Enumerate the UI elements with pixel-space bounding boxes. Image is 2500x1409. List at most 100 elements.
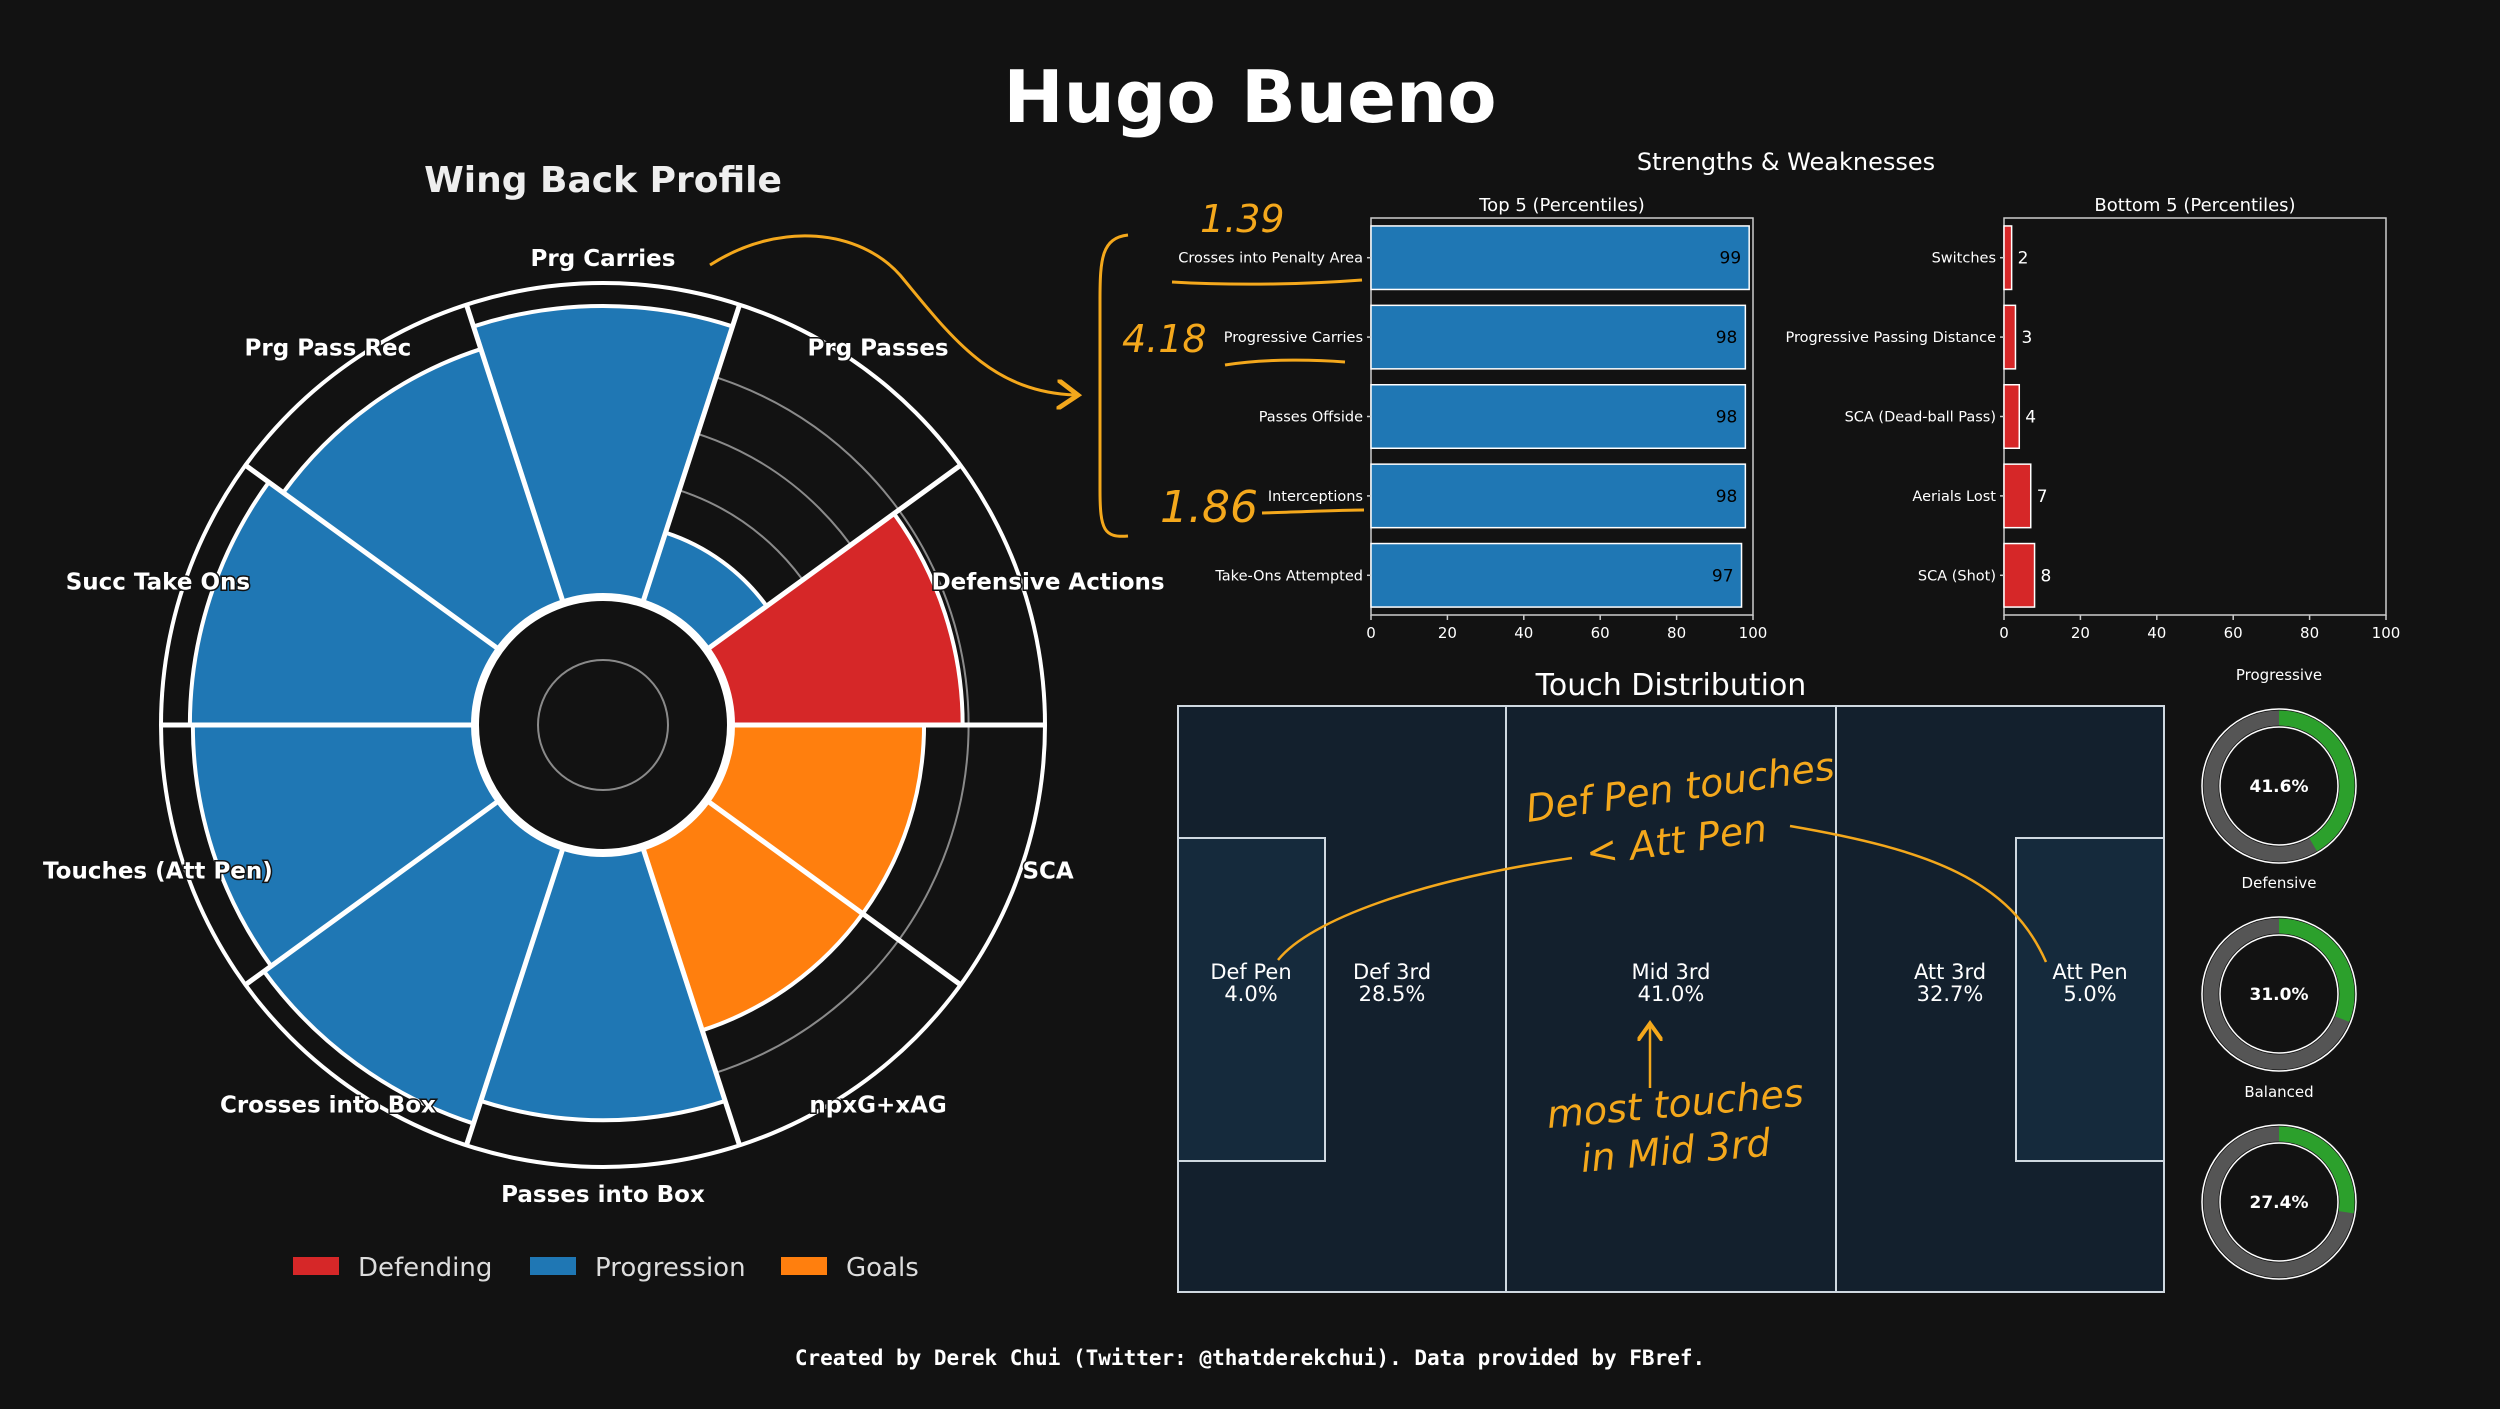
donut-fill bbox=[2203, 918, 2355, 1070]
bar-value-label: 99 bbox=[1720, 249, 1742, 269]
radar-chart: Prg Carries Prg Passes Defensive Actions SC… bbox=[42, 245, 1167, 1210]
radar-center-ring bbox=[537, 659, 669, 791]
x-tick-label: 40 bbox=[1514, 624, 1533, 642]
annotation-underline-3 bbox=[1261, 508, 1365, 515]
legend-label-defending: Defending bbox=[358, 1253, 492, 1283]
radar-spoke bbox=[705, 798, 963, 987]
bar bbox=[2003, 542, 2036, 608]
donut-outline-inner bbox=[2219, 726, 2339, 846]
donut-fill bbox=[2203, 1126, 2355, 1278]
donut-title: Progressive bbox=[2236, 666, 2322, 684]
x-tick-label: 20 bbox=[2071, 624, 2090, 642]
x-tick-label: 80 bbox=[2300, 624, 2319, 642]
page-title: Hugo Bueno bbox=[1003, 55, 1496, 139]
legend-swatch-defending bbox=[293, 1257, 339, 1275]
bar bbox=[2003, 304, 2017, 370]
legend-swatch-progression bbox=[530, 1257, 576, 1275]
bar-value-label: 3 bbox=[2021, 328, 2032, 348]
annotation-underline-2 bbox=[1224, 358, 1346, 367]
x-tick-label: 40 bbox=[2147, 624, 2166, 642]
bar-category-label: Interceptions bbox=[1268, 489, 1363, 505]
radar-spoke bbox=[640, 303, 742, 605]
radar-spoke bbox=[640, 845, 742, 1147]
radar-label-passes-into-box: Passes into Box bbox=[501, 1182, 705, 1208]
legend-swatch-goals bbox=[781, 1257, 827, 1275]
bar-value-label: 98 bbox=[1716, 408, 1738, 428]
bar bbox=[1370, 542, 1743, 608]
zone-name-att-pen: Att Pen bbox=[2052, 960, 2127, 984]
bar bbox=[2003, 225, 2013, 291]
bottom5-title: Bottom 5 (Percentiles) bbox=[2094, 195, 2295, 216]
bar-category-label: SCA (Dead-ball Pass) bbox=[1845, 410, 1996, 426]
bar-category-label: Progressive Carries bbox=[1224, 330, 1363, 346]
donut-title: Defensive bbox=[2242, 874, 2317, 892]
donut-title: Balanced bbox=[2244, 1083, 2313, 1101]
annotation-value-3: 1.86 bbox=[1160, 482, 1258, 533]
zone-value-att-3rd: 32.7% bbox=[1917, 982, 1984, 1006]
radar-label-prg-carries: Prg Carries bbox=[531, 246, 676, 272]
pitch-def-penalty-box bbox=[1177, 837, 1326, 1162]
annotation-arrow-curve bbox=[709, 234, 1075, 395]
radar-label-crosses-into-box: Crosses into Box bbox=[220, 1093, 436, 1119]
annotation-value-2: 4.18 bbox=[1122, 317, 1207, 361]
x-tick-label: 60 bbox=[1591, 624, 1610, 642]
bar-category-label: Passes Offside bbox=[1259, 410, 1363, 426]
bar-value-label: 97 bbox=[1712, 566, 1734, 586]
strengths-weaknesses-title: Strengths & Weaknesses bbox=[1637, 148, 1935, 176]
x-tick-label: 20 bbox=[1438, 624, 1457, 642]
legend-label-goals: Goals bbox=[846, 1253, 919, 1283]
bar bbox=[1370, 304, 1747, 370]
x-tick-label: 60 bbox=[2224, 624, 2243, 642]
zone-name-mid-3rd: Mid 3rd bbox=[1632, 960, 1711, 984]
bar-category-label: Crosses into Penalty Area bbox=[1178, 251, 1363, 267]
radar-label-touches-att-pen-: Touches (Att Pen) bbox=[43, 859, 273, 885]
bar-value-label: 98 bbox=[1716, 487, 1738, 507]
top5-bar-chart: Crosses into Penalty Area 99 Progressive C… bbox=[1178, 217, 1767, 642]
bar-category-label: SCA (Shot) bbox=[1918, 568, 1996, 584]
bar-axes-frame bbox=[2003, 217, 2387, 616]
bar-category-label: Take-Ons Attempted bbox=[1214, 568, 1363, 584]
bar-value-label: 8 bbox=[2041, 566, 2052, 586]
radar-spoke bbox=[464, 845, 566, 1147]
donut-value: 41.6% bbox=[2250, 777, 2309, 797]
donut-outline-outer bbox=[2201, 1124, 2357, 1280]
bar bbox=[2003, 383, 2021, 450]
bar bbox=[1370, 463, 1747, 529]
pen-note-arrow-right bbox=[1789, 824, 2048, 963]
radar-label-npxg-xag: npxG+xAG bbox=[809, 1093, 946, 1119]
donut-fill bbox=[2203, 710, 2355, 862]
bar-category-label: Aerials Lost bbox=[1912, 489, 1996, 505]
radar-title: Wing Back Profile bbox=[424, 160, 782, 201]
top5-title: Top 5 (Percentiles) bbox=[1478, 195, 1645, 216]
zone-name-def-pen: Def Pen bbox=[1210, 960, 1291, 984]
bar bbox=[2003, 463, 2032, 529]
pitch bbox=[1177, 705, 2165, 1293]
bar-value-label: 4 bbox=[2025, 408, 2036, 428]
pitch-att-penalty-box bbox=[2015, 837, 2165, 1162]
x-tick-label: 80 bbox=[1667, 624, 1686, 642]
bar-category-label: Progressive Passing Distance bbox=[1785, 330, 1996, 346]
bar bbox=[1370, 383, 1747, 450]
zone-value-mid-3rd: 41.0% bbox=[1638, 982, 1705, 1006]
radar-spoke bbox=[243, 463, 501, 652]
donut-outline-outer bbox=[2201, 916, 2357, 1072]
donut-outline-inner bbox=[2219, 1142, 2339, 1262]
pen-note-arrow-left bbox=[1277, 856, 1573, 961]
style-donuts: Progressive 41.6% Defensive 31.0% Balanced 27… bbox=[2201, 666, 2357, 1280]
footer-credit: Created by Derek Chui (Twitter: @thatder… bbox=[795, 1346, 1705, 1370]
touch-distribution-title: Touch Distribution bbox=[1535, 668, 1807, 703]
bar-value-label: 2 bbox=[2018, 249, 2029, 269]
donut-value: 31.0% bbox=[2250, 985, 2309, 1005]
zone-name-def-3rd: Def 3rd bbox=[1353, 960, 1431, 984]
x-tick-label: 0 bbox=[1999, 624, 2009, 642]
radar-label-prg-passes: Prg Passes bbox=[808, 335, 949, 361]
bar-value-label: 7 bbox=[2037, 487, 2048, 507]
radar-spoke bbox=[705, 463, 963, 652]
radar-spoke bbox=[464, 303, 566, 605]
annotation-value-1: 1.39 bbox=[1200, 197, 1285, 241]
radar-spoke bbox=[243, 798, 501, 987]
donut-outline-outer bbox=[2201, 708, 2357, 864]
zone-value-def-pen: 4.0% bbox=[1224, 982, 1277, 1006]
radar-legend: Defending Progression Goals bbox=[293, 1253, 919, 1283]
